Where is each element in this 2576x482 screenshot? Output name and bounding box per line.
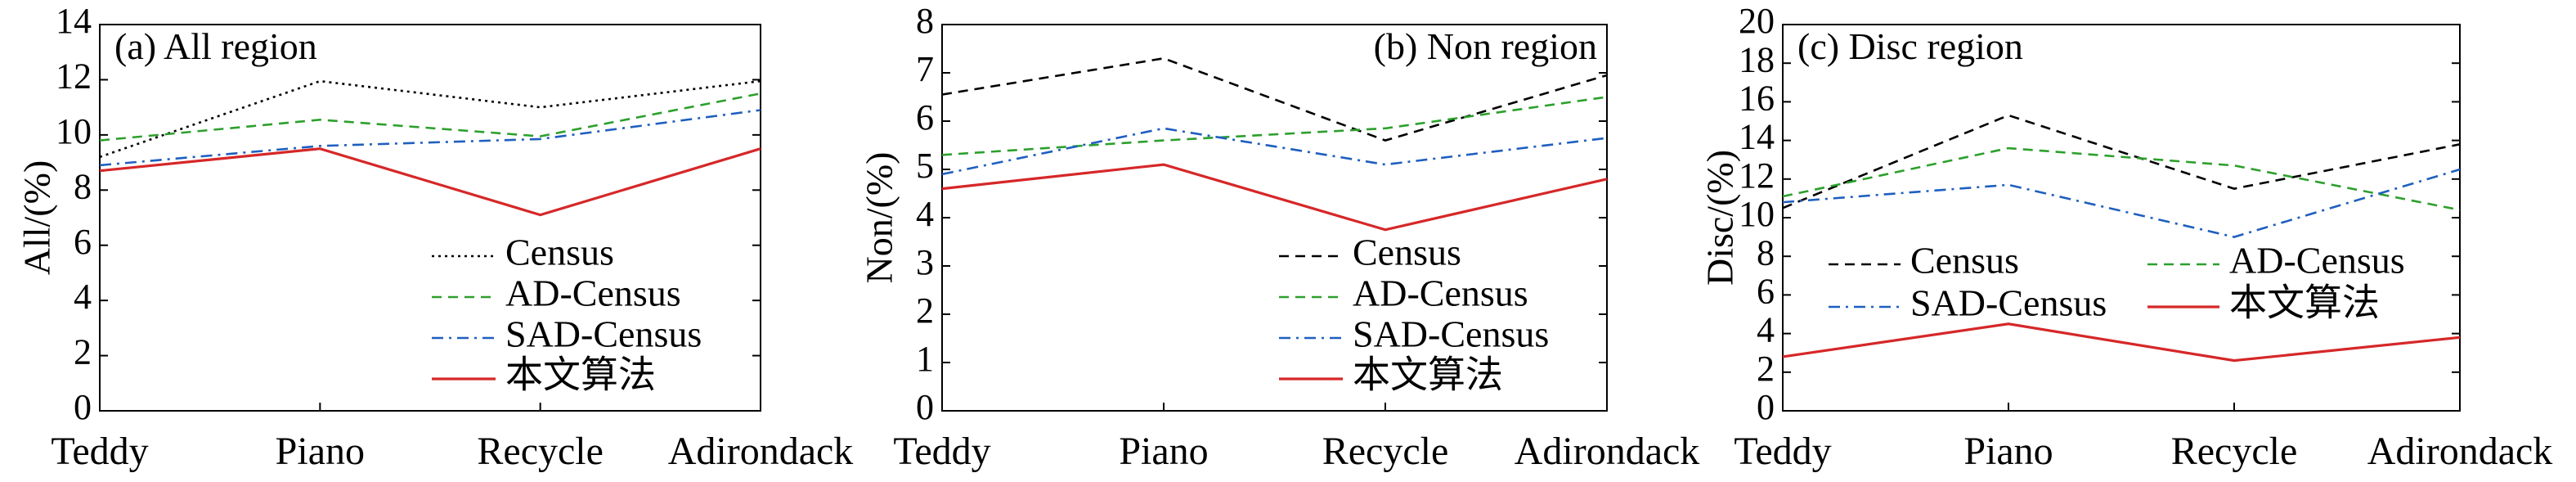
panel-title: (b) Non region [1374, 25, 1597, 67]
y-tick-label: 8 [1757, 232, 1775, 273]
panel-title: (a) All region [114, 25, 317, 67]
y-axis-label: Non/(%) [859, 152, 900, 284]
x-tick-label: Piano [1119, 430, 1208, 473]
series-line-solid [1782, 322, 2461, 363]
legend-entry-label: AD-Census [2229, 240, 2405, 282]
plot-frame [1782, 24, 2461, 412]
series-line-dashdot [941, 127, 1608, 176]
series-line-dashed [941, 56, 1608, 142]
y-tick-label: 20 [1739, 1, 1775, 41]
y-tick-label: 8 [74, 166, 92, 206]
y-tick-label: 18 [1739, 39, 1775, 79]
legend-entry-label: SAD-Census [1910, 282, 2107, 324]
y-tick-label: 14 [56, 1, 92, 41]
y-tick-label: 12 [1739, 155, 1775, 196]
y-tick-label: 2 [916, 291, 934, 331]
chart-panel-1: 0 2 4 6 8 10 12 14 Teddy Piano Recycle Adirondack Al… [16, 1, 854, 473]
legend-entry-label: AD-Census [1353, 273, 1528, 314]
series-line-dashed [1782, 146, 2461, 211]
legend-entry-label: AD-Census [505, 273, 681, 314]
chart-panel-2: 0 1 2 3 4 5 6 7 8 Teddy Piano Recycle Adirondack Non/… [859, 1, 1700, 473]
x-tick-label: Recycle [1322, 430, 1449, 473]
x-tick-label: Adirondack [668, 430, 854, 473]
y-axis-label: All/(%) [16, 160, 58, 276]
series-line-dashed [1782, 114, 2461, 209]
y-tick-label: 12 [56, 56, 92, 97]
y-tick-label: 16 [1739, 78, 1775, 118]
x-tick-label: Teddy [893, 430, 990, 473]
y-tick-label: 3 [916, 242, 934, 282]
legend-entry-label: 本文算法 [505, 354, 656, 396]
y-axis-label: Disc/(%) [1699, 150, 1741, 286]
legend-entry-label: 本文算法 [1353, 354, 1503, 396]
y-tick-label: 0 [1757, 387, 1775, 427]
y-tick-label: 6 [74, 222, 92, 262]
y-tick-label: 8 [916, 1, 934, 41]
series-line-dotted [99, 79, 761, 159]
panel-title: (c) Disc region [1797, 25, 2023, 67]
y-tick-label: 1 [916, 339, 934, 379]
y-tick-label: 10 [1739, 194, 1775, 234]
x-tick-label: Piano [276, 430, 365, 473]
x-tick-label: Adirondack [2367, 430, 2553, 473]
series-line-dashed [99, 92, 761, 142]
x-tick-label: Piano [1963, 430, 2053, 473]
y-tick-label: 2 [74, 332, 92, 372]
y-tick-label: 5 [916, 146, 934, 186]
y-tick-label: 10 [56, 111, 92, 151]
y-tick-label: 14 [1739, 117, 1775, 157]
plot-frame [99, 24, 761, 412]
legend-entry-label: 本文算法 [2229, 282, 2380, 324]
legend-entry-label: Census [505, 232, 614, 273]
series-line-dashdot [99, 109, 761, 167]
y-tick-label: 4 [74, 277, 92, 317]
series-line-dashed [941, 96, 1608, 156]
legend-entry-label: Census [1910, 240, 2019, 282]
series-line-dashdot [1782, 168, 2461, 238]
legend-entry-label: SAD-Census [1353, 313, 1549, 355]
y-tick-label: 7 [916, 49, 934, 89]
y-tick-label: 4 [916, 194, 934, 234]
x-tick-label: Teddy [1734, 430, 1831, 473]
y-tick-label: 0 [74, 387, 92, 427]
series-line-solid [99, 147, 761, 217]
legend-entry-label: SAD-Census [505, 313, 702, 355]
x-tick-label: Teddy [51, 430, 148, 473]
x-tick-label: Adirondack [1515, 430, 1700, 473]
y-tick-label: 0 [916, 387, 934, 427]
series-line-solid [941, 163, 1608, 232]
legend-entry-label: Census [1353, 232, 1461, 273]
y-tick-label: 4 [1757, 310, 1775, 350]
y-tick-label: 2 [1757, 349, 1775, 389]
x-tick-label: Recycle [477, 430, 604, 473]
y-tick-label: 6 [1757, 271, 1775, 311]
y-tick-label: 6 [916, 97, 934, 137]
x-tick-label: Recycle [2171, 430, 2298, 473]
